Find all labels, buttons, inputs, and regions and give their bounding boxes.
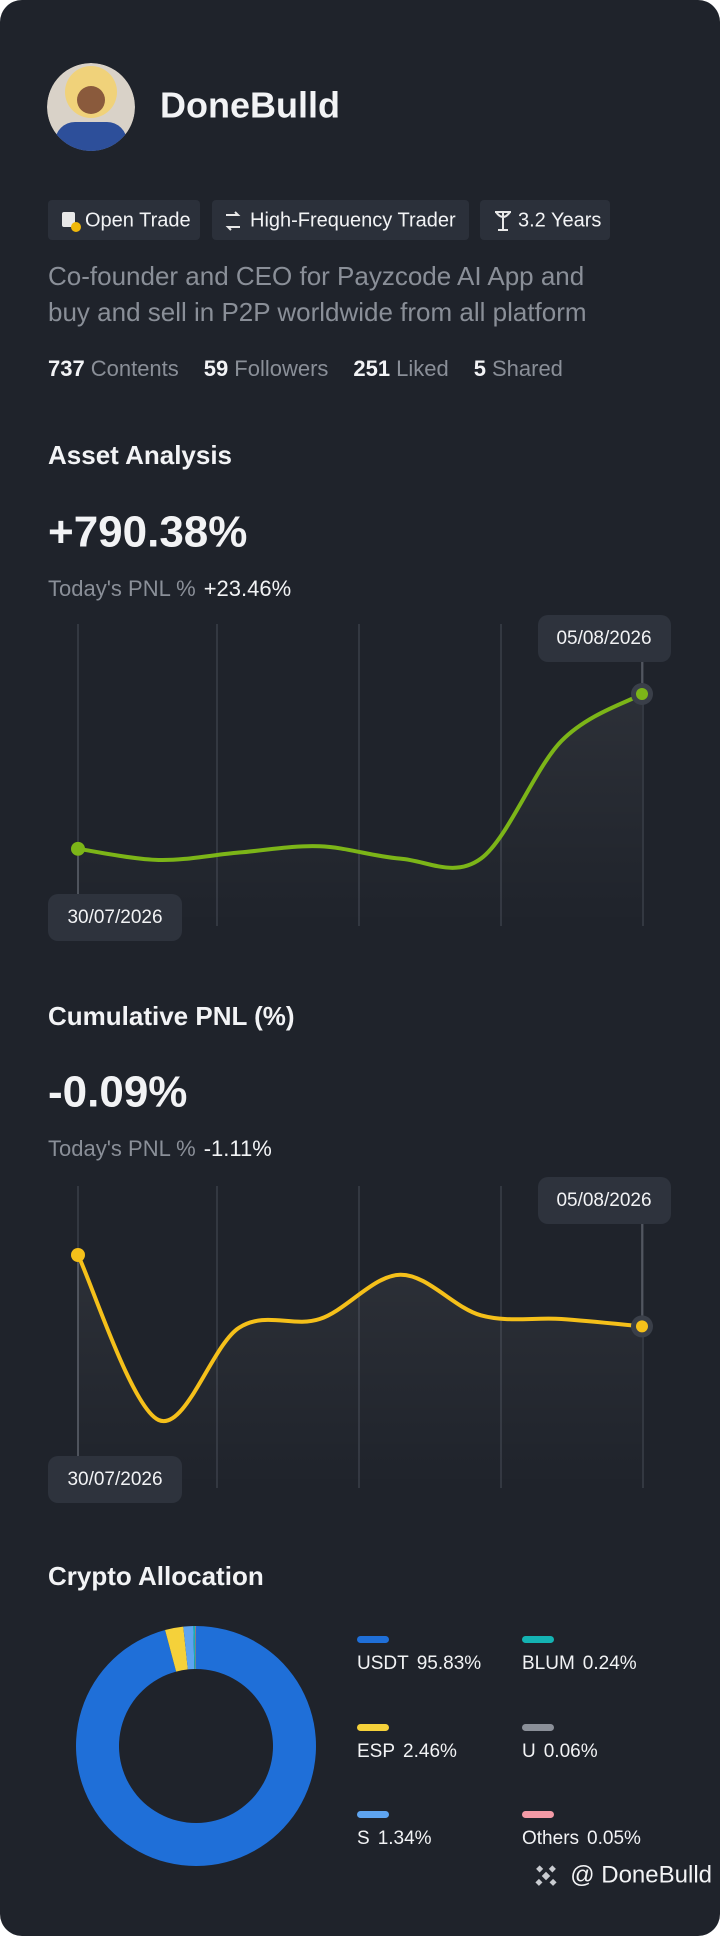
stat-value: 59	[204, 356, 228, 381]
donut-slice	[76, 1626, 317, 1867]
pnl-value: +23.46%	[204, 576, 291, 601]
end-point	[636, 688, 648, 700]
start-point	[71, 841, 85, 856]
tooltip	[538, 1177, 671, 1224]
donut-slice	[165, 1626, 188, 1672]
tooltip-date: 05/08/2026	[556, 628, 651, 649]
start-point	[71, 1248, 85, 1262]
section-title: Asset Analysis	[48, 440, 232, 470]
legend-swatch	[522, 1724, 554, 1731]
legend-name: S	[357, 1828, 370, 1849]
legend-name: U	[522, 1741, 536, 1762]
tooltip	[48, 1456, 182, 1503]
avatar[interactable]	[47, 63, 135, 162]
pnl-value: -1.11%	[204, 1136, 272, 1161]
tag: Open Trade	[48, 200, 200, 240]
section-title: Cumulative PNL (%)	[48, 1001, 295, 1031]
legend-swatch	[357, 1811, 389, 1818]
legend-name: BLUM	[522, 1653, 575, 1674]
legend-swatch	[522, 1811, 554, 1818]
tooltip	[48, 894, 182, 941]
profile-name: DoneBulld	[160, 85, 340, 126]
headline-value: +790.38%	[48, 508, 247, 557]
donut-slice	[183, 1626, 195, 1670]
legend-swatch	[357, 1636, 389, 1643]
stat-label: Followers	[234, 356, 328, 381]
area	[78, 694, 642, 926]
legend-value: 95.83%	[417, 1653, 482, 1674]
tag: High-Frequency Trader	[212, 200, 469, 240]
legend-name: ESP	[357, 1741, 395, 1762]
tooltip-date: 30/07/2026	[67, 1469, 162, 1490]
bio-line: Co-founder and CEO for Payzcode AI App a…	[48, 261, 584, 291]
pnl-label: Today's PNL %	[48, 576, 196, 601]
legend-value: 2.46%	[403, 1741, 457, 1762]
tag-text: 3.2 Years	[518, 209, 601, 231]
legend-value: 0.05%	[587, 1828, 641, 1849]
legend-swatch	[357, 1724, 389, 1731]
tag-text: Open Trade	[85, 209, 191, 231]
stat-label: Liked	[396, 356, 449, 381]
pnl-label: Today's PNL %	[48, 1136, 196, 1161]
tooltip	[538, 615, 671, 662]
footer: @ DoneBulld	[535, 1861, 712, 1888]
donut-slice	[195, 1626, 196, 1670]
stat-label: Shared	[492, 356, 563, 381]
legend-value: 0.06%	[544, 1741, 598, 1762]
legend-value: 0.24%	[583, 1653, 637, 1674]
line	[77, 692, 644, 870]
line	[76, 1254, 643, 1424]
legend-name: USDT	[357, 1653, 409, 1674]
area	[78, 1255, 642, 1488]
bio-line: buy and sell in P2P worldwide from all p…	[48, 297, 587, 327]
tooltip-date: 30/07/2026	[67, 907, 162, 928]
legend-name: Others	[522, 1828, 579, 1849]
stat-value: 737	[48, 356, 85, 381]
tag-text: High-Frequency Trader	[250, 209, 456, 231]
tooltip-date: 05/08/2026	[556, 1190, 651, 1211]
section-title: Crypto Allocation	[48, 1561, 264, 1591]
legend-swatch	[522, 1636, 554, 1643]
stat-label: Contents	[91, 356, 179, 381]
tag: 3.2 Years	[480, 200, 610, 240]
stat-value: 251	[353, 356, 390, 381]
footer-handle: @ DoneBulld	[570, 1861, 712, 1888]
donut-slice	[193, 1626, 196, 1670]
stat-value: 5	[474, 356, 486, 381]
end-point	[636, 1320, 648, 1333]
headline-value: -0.09%	[48, 1068, 187, 1117]
legend-value: 1.34%	[378, 1828, 432, 1849]
